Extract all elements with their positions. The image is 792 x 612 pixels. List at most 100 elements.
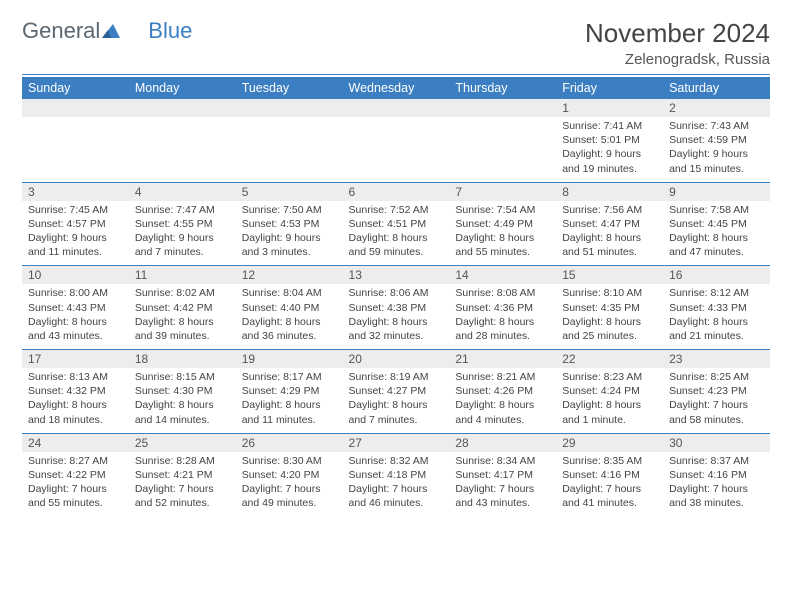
daylight-text-2: and 36 minutes. [242,329,337,343]
sunrise-text: Sunrise: 8:37 AM [669,454,764,468]
date-number: 30 [663,433,770,452]
date-cell: Sunrise: 8:28 AMSunset: 4:21 PMDaylight:… [129,452,236,517]
title-block: November 2024 Zelenogradsk, Russia [585,18,770,68]
daylight-text-2: and 49 minutes. [242,496,337,510]
date-number: 6 [343,182,450,201]
date-number: 7 [449,182,556,201]
date-cell: Sunrise: 8:21 AMSunset: 4:26 PMDaylight:… [449,368,556,433]
date-cell: Sunrise: 7:54 AMSunset: 4:49 PMDaylight:… [449,201,556,266]
date-number [449,99,556,117]
day-header: Friday [556,77,663,99]
date-number: 9 [663,182,770,201]
date-cell: Sunrise: 8:25 AMSunset: 4:23 PMDaylight:… [663,368,770,433]
daylight-text-2: and 41 minutes. [562,496,657,510]
date-info-row: Sunrise: 7:45 AMSunset: 4:57 PMDaylight:… [22,201,770,266]
sunrise-text: Sunrise: 8:30 AM [242,454,337,468]
date-number: 21 [449,350,556,369]
daylight-text-2: and 7 minutes. [135,245,230,259]
date-number: 5 [236,182,343,201]
daylight-text: Daylight: 7 hours [242,482,337,496]
date-number [129,99,236,117]
sunset-text: Sunset: 4:38 PM [349,301,444,315]
sunrise-text: Sunrise: 8:19 AM [349,370,444,384]
sunset-text: Sunset: 4:23 PM [669,384,764,398]
daylight-text: Daylight: 8 hours [28,398,123,412]
sunrise-text: Sunrise: 8:08 AM [455,286,550,300]
sunset-text: Sunset: 4:16 PM [669,468,764,482]
day-header: Wednesday [343,77,450,99]
sunset-text: Sunset: 4:59 PM [669,133,764,147]
sunset-text: Sunset: 4:55 PM [135,217,230,231]
day-header-row: Sunday Monday Tuesday Wednesday Thursday… [22,77,770,99]
logo: General Blue [22,18,192,44]
sunset-text: Sunset: 4:33 PM [669,301,764,315]
date-cell: Sunrise: 8:10 AMSunset: 4:35 PMDaylight:… [556,284,663,349]
date-cell: Sunrise: 7:58 AMSunset: 4:45 PMDaylight:… [663,201,770,266]
sunset-text: Sunset: 4:47 PM [562,217,657,231]
daylight-text-2: and 25 minutes. [562,329,657,343]
sunset-text: Sunset: 4:40 PM [242,301,337,315]
daylight-text-2: and 14 minutes. [135,413,230,427]
daylight-text-2: and 4 minutes. [455,413,550,427]
sunset-text: Sunset: 4:57 PM [28,217,123,231]
date-cell: Sunrise: 8:13 AMSunset: 4:32 PMDaylight:… [22,368,129,433]
sunrise-text: Sunrise: 8:04 AM [242,286,337,300]
daylight-text-2: and 1 minute. [562,413,657,427]
date-number: 16 [663,266,770,285]
date-cell: Sunrise: 8:06 AMSunset: 4:38 PMDaylight:… [343,284,450,349]
date-number: 23 [663,350,770,369]
sunset-text: Sunset: 4:49 PM [455,217,550,231]
sunset-text: Sunset: 4:27 PM [349,384,444,398]
sunrise-text: Sunrise: 8:12 AM [669,286,764,300]
date-cell: Sunrise: 7:45 AMSunset: 4:57 PMDaylight:… [22,201,129,266]
sunset-text: Sunset: 4:24 PM [562,384,657,398]
date-number: 26 [236,433,343,452]
daylight-text-2: and 55 minutes. [455,245,550,259]
date-number [343,99,450,117]
daylight-text-2: and 21 minutes. [669,329,764,343]
sunset-text: Sunset: 4:21 PM [135,468,230,482]
month-title: November 2024 [585,18,770,49]
day-header: Tuesday [236,77,343,99]
sunset-text: Sunset: 4:42 PM [135,301,230,315]
daylight-text: Daylight: 8 hours [669,315,764,329]
daylight-text: Daylight: 7 hours [669,398,764,412]
date-cell: Sunrise: 7:50 AMSunset: 4:53 PMDaylight:… [236,201,343,266]
date-info-row: Sunrise: 8:13 AMSunset: 4:32 PMDaylight:… [22,368,770,433]
daylight-text: Daylight: 9 hours [28,231,123,245]
date-cell [343,117,450,182]
logo-text-blue: Blue [148,18,192,44]
date-cell: Sunrise: 8:30 AMSunset: 4:20 PMDaylight:… [236,452,343,517]
daylight-text: Daylight: 9 hours [242,231,337,245]
daylight-text-2: and 18 minutes. [28,413,123,427]
date-cell [449,117,556,182]
daylight-text-2: and 43 minutes. [455,496,550,510]
date-cell: Sunrise: 8:27 AMSunset: 4:22 PMDaylight:… [22,452,129,517]
sunset-text: Sunset: 4:32 PM [28,384,123,398]
daylight-text-2: and 38 minutes. [669,496,764,510]
date-cell: Sunrise: 8:00 AMSunset: 4:43 PMDaylight:… [22,284,129,349]
date-number: 11 [129,266,236,285]
date-number-row: 17181920212223 [22,350,770,369]
date-number: 10 [22,266,129,285]
sunrise-text: Sunrise: 8:32 AM [349,454,444,468]
daylight-text-2: and 52 minutes. [135,496,230,510]
daylight-text: Daylight: 8 hours [349,231,444,245]
sunrise-text: Sunrise: 8:10 AM [562,286,657,300]
date-cell: Sunrise: 8:19 AMSunset: 4:27 PMDaylight:… [343,368,450,433]
date-number: 14 [449,266,556,285]
date-number: 1 [556,99,663,117]
daylight-text: Daylight: 7 hours [135,482,230,496]
sunrise-text: Sunrise: 7:58 AM [669,203,764,217]
sunrise-text: Sunrise: 7:45 AM [28,203,123,217]
logo-text-general: General [22,18,100,44]
daylight-text: Daylight: 8 hours [455,398,550,412]
daylight-text: Daylight: 8 hours [562,398,657,412]
date-number-row: 24252627282930 [22,433,770,452]
sunset-text: Sunset: 4:45 PM [669,217,764,231]
daylight-text: Daylight: 7 hours [455,482,550,496]
header: General Blue November 2024 Zelenogradsk,… [22,18,770,68]
date-number [22,99,129,117]
daylight-text: Daylight: 8 hours [562,231,657,245]
date-cell: Sunrise: 7:47 AMSunset: 4:55 PMDaylight:… [129,201,236,266]
